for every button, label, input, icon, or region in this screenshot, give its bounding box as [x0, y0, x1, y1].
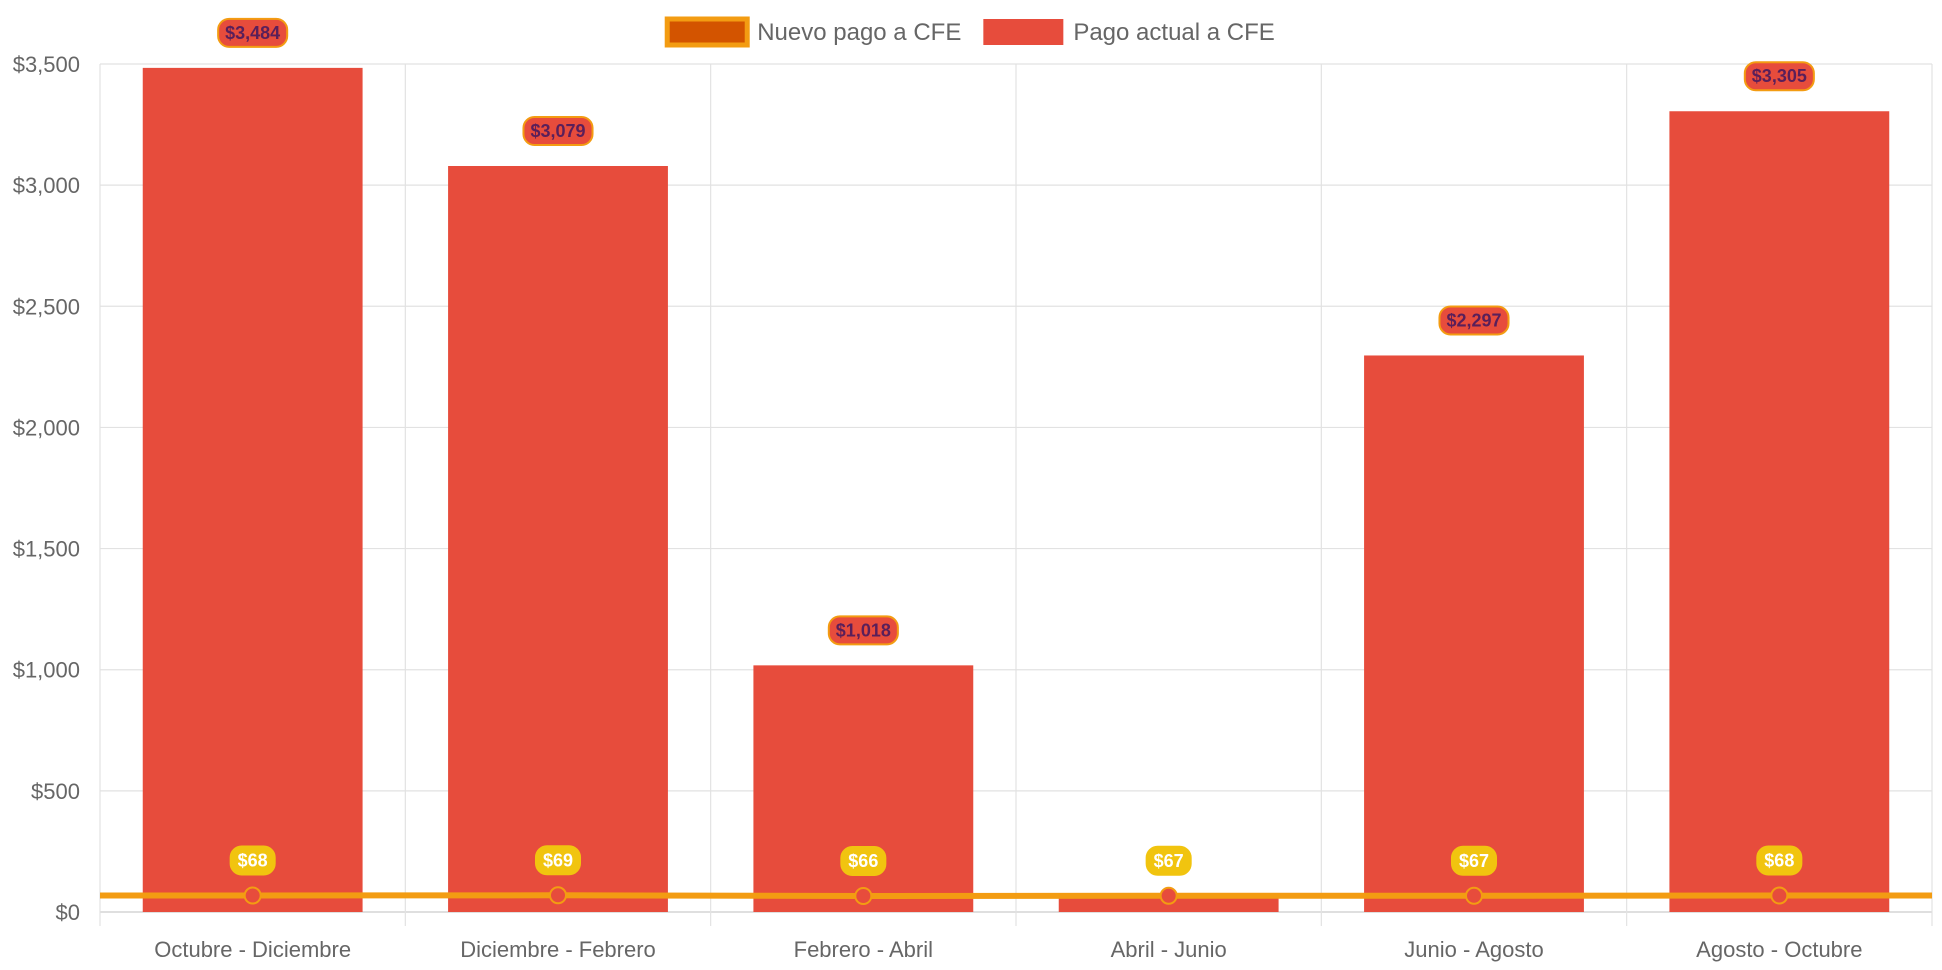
x-tick-label: Febrero - Abril	[794, 937, 933, 962]
y-tick-label: $2,500	[13, 294, 80, 319]
bar-value-label: $1,018	[827, 615, 899, 646]
bar-value-label: $3,484	[217, 17, 289, 48]
line-value-label-text: $68	[1764, 851, 1794, 871]
line-value-label-bg	[229, 845, 276, 876]
bar-pago-actual[interactable]	[142, 67, 363, 912]
legend-item-nuevo-pago[interactable]: Nuevo pago a CFE	[664, 16, 961, 48]
line-point-nuevo-pago[interactable]	[243, 886, 262, 905]
line-value-label: $67	[1145, 845, 1192, 876]
y-tick-label: $2,000	[13, 415, 80, 440]
line-value-label-text: $67	[1154, 851, 1184, 871]
data-labels: $3,484 $3,079 $1,018 $2,297 $3,305 $68 $69 $66 $…	[217, 17, 1815, 877]
bar-pago-actual[interactable]	[1669, 111, 1890, 912]
bar-value-label-bg	[1438, 305, 1510, 336]
line-series	[100, 886, 1932, 906]
bar-value-label-bg	[522, 116, 594, 147]
x-tick-label: Abril - Junio	[1111, 937, 1227, 962]
y-axis: $0 $500 $1,000 $1,500 $2,000 $2,500 $3,000 $3,5…	[13, 52, 80, 925]
bar-value-label: $3,305	[1743, 61, 1815, 92]
legend-item-nuevo-pago-label: Nuevo pago a CFE	[757, 19, 961, 46]
bar-value-label-bg	[827, 615, 899, 646]
grid-layer	[99, 63, 1933, 926]
legend: Nuevo pago a CFE Pago actual a CFE	[664, 16, 1275, 48]
line-value-label: $68	[229, 845, 276, 876]
y-tick-label: $3,000	[13, 173, 80, 198]
bar-value-label-text: $2,297	[1446, 310, 1501, 330]
y-tick-label: $3,500	[13, 52, 80, 77]
line-value-label: $67	[1450, 845, 1498, 876]
line-point-nuevo-pago[interactable]	[1465, 886, 1483, 905]
bar-value-label-text: $1,018	[836, 620, 891, 640]
x-tick-label: Diciembre - Febrero	[460, 937, 656, 962]
y-tick-label: $0	[56, 900, 80, 925]
line-value-label-bg	[840, 846, 887, 877]
x-tick-label: Agosto - Octubre	[1696, 937, 1862, 962]
y-tick-label: $500	[31, 779, 80, 804]
bar-value-label-text: $3,484	[225, 23, 280, 43]
legend-item-pago-actual-swatch	[983, 19, 1064, 45]
line-point-nuevo-pago[interactable]	[854, 887, 873, 906]
bar-value-label: $3,079	[522, 116, 594, 147]
line-point-nuevo-pago[interactable]	[1770, 886, 1789, 905]
x-tick-label: Junio - Agosto	[1404, 937, 1543, 962]
bar-pago-actual[interactable]	[1364, 355, 1584, 912]
line-point-nuevo-pago[interactable]	[549, 886, 567, 905]
line-value-label: $66	[840, 846, 887, 877]
line-value-label: $68	[1756, 845, 1803, 876]
line-value-label-bg	[1756, 845, 1803, 876]
y-tick-label: $1,000	[13, 658, 80, 683]
bar-value-label-bg	[217, 17, 289, 48]
legend-item-nuevo-pago-swatch	[664, 16, 750, 48]
y-tick-label: $1,500	[13, 537, 80, 562]
legend-item-pago-actual[interactable]: Pago actual a CFE	[983, 19, 1275, 46]
line-value-label-text: $69	[543, 850, 573, 870]
legend-item-pago-actual-label: Pago actual a CFE	[1073, 19, 1274, 46]
line-value-label-text: $67	[1459, 851, 1489, 871]
line-value-label-bg	[534, 845, 582, 876]
line-nuevo-pago	[100, 892, 1932, 900]
line-value-label-text: $66	[848, 851, 878, 871]
bar-value-label: $2,297	[1438, 305, 1510, 336]
bar-value-label-text: $3,305	[1752, 66, 1807, 86]
line-point-nuevo-pago[interactable]	[1159, 886, 1178, 905]
line-value-label: $69	[534, 845, 582, 876]
line-value-label-bg	[1450, 845, 1498, 876]
x-tick-label: Octubre - Diciembre	[154, 937, 351, 962]
bar-value-label-text: $3,079	[530, 121, 585, 141]
x-axis: Octubre - Diciembre Diciembre - Febrero Fe…	[154, 937, 1862, 962]
bar-pago-actual[interactable]	[448, 166, 668, 912]
line-value-label-bg	[1145, 845, 1192, 876]
line-value-label-text: $68	[238, 851, 268, 871]
bar-value-label-bg	[1743, 61, 1815, 92]
